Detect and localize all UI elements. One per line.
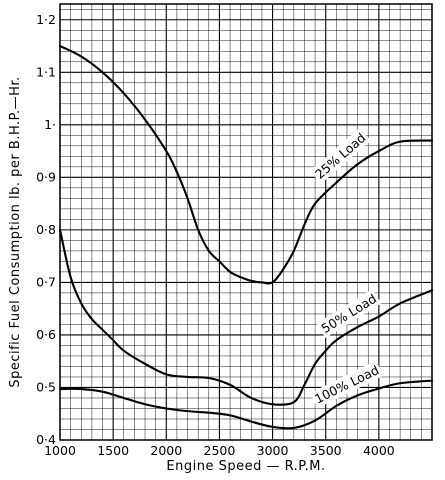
y-tick-label: 1·1	[36, 64, 56, 79]
y-tick-label: 0·8	[36, 222, 56, 237]
x-tick-label: 2500	[204, 443, 236, 458]
series-label-50-load: 50% Load	[319, 291, 379, 336]
grid-lines	[59, 4, 433, 441]
series-label-25-load: 25% Load	[312, 130, 368, 182]
series-line-25-load	[58, 44, 434, 285]
series-line-100-load	[58, 379, 434, 430]
tick-labels: 1000 1500 2000 2500 3000 3500 4000 0·4 0·5 0·6 0·7…	[36, 12, 395, 458]
series-line-50-load	[58, 228, 434, 406]
x-tick-label: 1000	[44, 443, 76, 458]
y-tick-label: 1·2	[36, 12, 56, 27]
y-tick-label: 0·9	[36, 169, 56, 184]
series-label-bg-50-load	[316, 288, 382, 338]
x-tick-label: 4000	[363, 443, 395, 458]
x-tick-label: 2000	[150, 443, 182, 458]
series-label-bg-25-load	[309, 127, 371, 184]
y-tick-label: 0·5	[36, 379, 56, 394]
x-axis-label: Engine Speed — R.P.M.	[166, 459, 325, 474]
series-label-group-25-load: 25% Load	[309, 127, 371, 184]
x-tick-label: 3000	[257, 443, 289, 458]
y-tick-label: 0·6	[36, 327, 56, 342]
y-tick-label: 0·7	[36, 274, 56, 289]
y-axis-label: Specific Fuel Consumption lb. per B.H.P.…	[8, 76, 23, 387]
y-tick-label: 0·4	[36, 432, 56, 447]
x-tick-label: 1500	[97, 443, 129, 458]
y-tick-label: 1·	[44, 117, 56, 132]
plot-frame	[59, 3, 433, 441]
series-curves	[58, 44, 434, 430]
x-tick-label: 3500	[310, 443, 342, 458]
series-label-bg-100-load	[309, 360, 384, 409]
